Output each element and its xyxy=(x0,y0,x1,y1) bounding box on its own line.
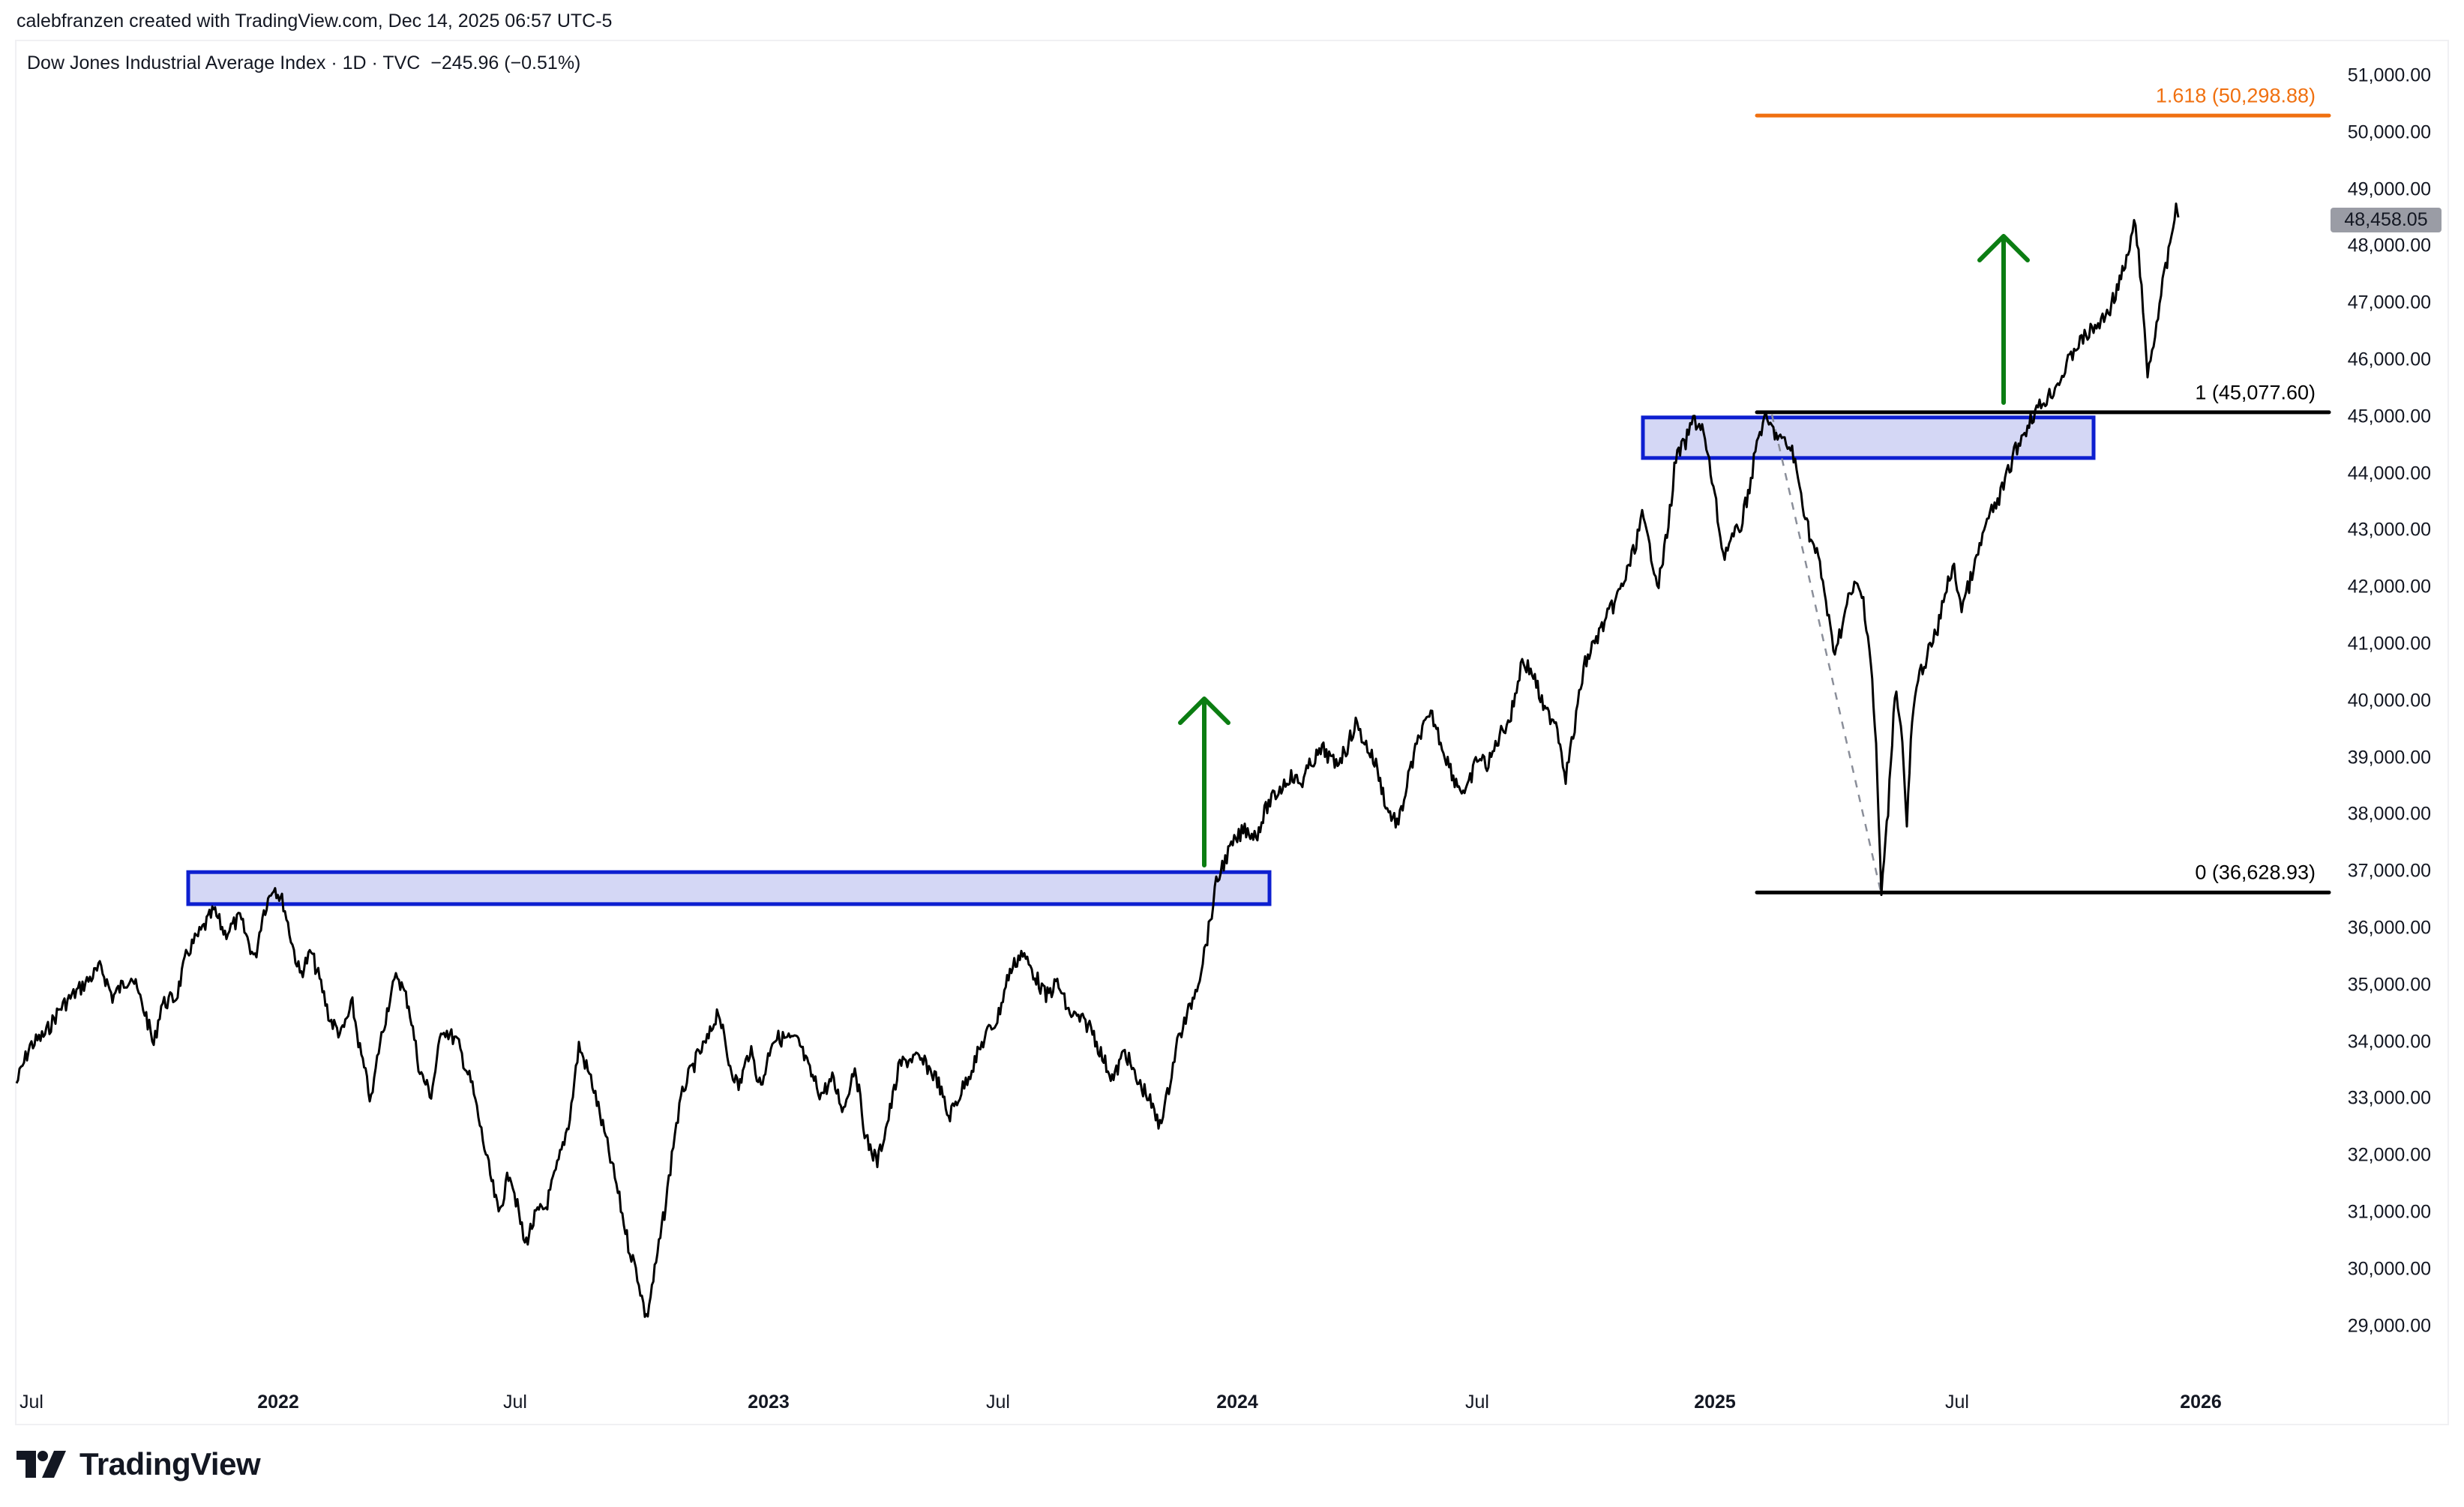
price-axis-tick-label: 35,000.00 xyxy=(2347,974,2431,996)
tradingview-logo[interactable]: TradingView xyxy=(16,1446,261,1483)
price-axis-tick-label: 51,000.00 xyxy=(2347,64,2431,86)
price-axis-tick-label: 30,000.00 xyxy=(2347,1258,2431,1280)
price-axis-tick-label: 42,000.00 xyxy=(2347,576,2431,598)
time-axis-tick-label: Jul xyxy=(19,1392,43,1413)
resistance-zone-2025-high[interactable] xyxy=(1641,415,2096,460)
time-axis-tick-label: Jul xyxy=(1945,1392,1969,1413)
price-axis-tick-label: 31,000.00 xyxy=(2347,1201,2431,1223)
resistance-zone-2022-high[interactable] xyxy=(186,870,1272,906)
time-axis-tick-label: Jul xyxy=(503,1392,527,1413)
fib-level-label: 1 (45,077.60) xyxy=(2195,381,2316,404)
time-axis-tick-label: 2023 xyxy=(748,1392,790,1413)
dji-price-line[interactable] xyxy=(15,202,2180,1318)
time-axis-tick-label: Jul xyxy=(986,1392,1010,1413)
price-axis-tick-label: 48,000.00 xyxy=(2347,235,2431,256)
last-price-tag: 48,458.05 xyxy=(2331,208,2442,232)
time-axis-tick-label: 2026 xyxy=(2180,1392,2222,1413)
up-arrow-icon-2025[interactable] xyxy=(1977,234,2030,405)
price-axis-tick-label: 36,000.00 xyxy=(2347,917,2431,939)
price-axis-tick-label: 47,000.00 xyxy=(2347,292,2431,313)
chart-credit: calebfranzen created with TradingView.co… xyxy=(16,10,613,31)
price-axis-tick-label: 49,000.00 xyxy=(2347,178,2431,200)
tradingview-logo-icon xyxy=(16,1451,66,1478)
price-axis-tick-label: 41,000.00 xyxy=(2347,633,2431,655)
price-axis-tick-label: 45,000.00 xyxy=(2347,406,2431,427)
time-axis-tick-label: 2022 xyxy=(257,1392,299,1413)
time-axis-tick-label: 2025 xyxy=(1694,1392,1736,1413)
dashed-trend-line[interactable] xyxy=(1770,414,1883,895)
price-axis-tick-label: 38,000.00 xyxy=(2347,803,2431,825)
price-axis-tick-label: 40,000.00 xyxy=(2347,690,2431,712)
price-axis-tick-label: 43,000.00 xyxy=(2347,519,2431,541)
symbol-legend[interactable]: Dow Jones Industrial Average Index · 1D … xyxy=(27,52,581,73)
time-axis-tick-label: Jul xyxy=(1465,1392,1489,1413)
price-axis-tick-label: 29,000.00 xyxy=(2347,1315,2431,1337)
price-axis-tick-label: 32,000.00 xyxy=(2347,1144,2431,1166)
price-axis-tick-label: 44,000.00 xyxy=(2347,463,2431,484)
price-axis-tick-label: 34,000.00 xyxy=(2347,1031,2431,1053)
price-axis-tick-label: 39,000.00 xyxy=(2347,747,2431,768)
price-axis-tick-label: 37,000.00 xyxy=(2347,860,2431,882)
tradingview-logo-text: TradingView xyxy=(79,1446,261,1482)
price-axis-tick-label: 33,000.00 xyxy=(2347,1087,2431,1109)
up-arrow-icon-2024[interactable] xyxy=(1178,697,1231,867)
fib-level-label: 1.618 (50,298.88) xyxy=(2155,84,2316,107)
price-axis-tick-label: 46,000.00 xyxy=(2347,349,2431,370)
chart-frame xyxy=(15,40,2449,1425)
fib-level-label: 0 (36,628.93) xyxy=(2195,861,2316,884)
time-axis-tick-label: 2024 xyxy=(1216,1392,1258,1413)
price-axis-tick-label: 50,000.00 xyxy=(2347,121,2431,143)
